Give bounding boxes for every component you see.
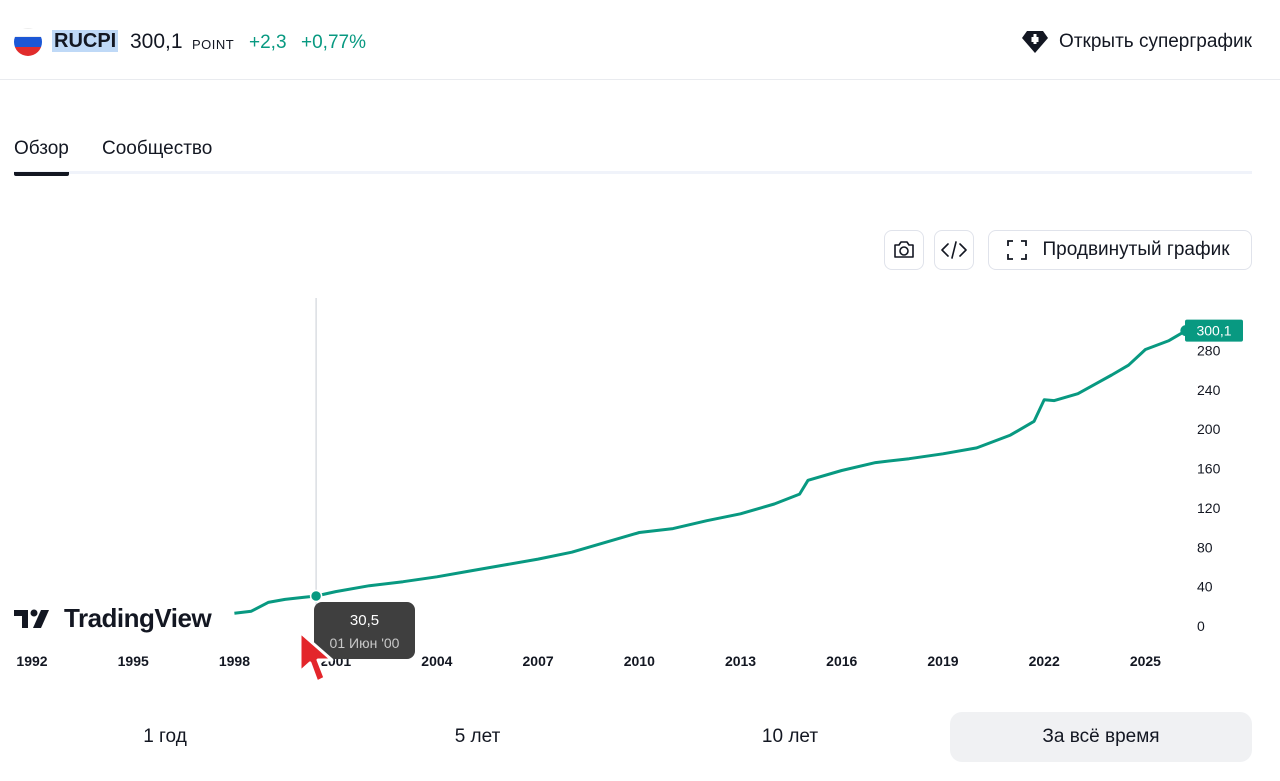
tradingview-logo: TradingView: [14, 602, 212, 633]
y-tick-label: 80: [1197, 539, 1213, 555]
last-price: 300,1: [130, 30, 183, 53]
x-tick-label: 1998: [219, 653, 250, 669]
x-tick-label: 2010: [624, 653, 655, 669]
superchart-icon: [1022, 31, 1049, 53]
series-line: [234, 329, 1187, 615]
price-change-percent: +0,77%: [301, 32, 366, 53]
tab-overview[interactable]: Обзор: [14, 138, 69, 176]
tradingview-logo-icon: [14, 609, 49, 628]
x-tick-label: 2007: [523, 653, 554, 669]
tooltip-value: 30,5: [349, 612, 380, 629]
fullscreen-icon: [1007, 240, 1028, 260]
x-tick-label: 2004: [421, 653, 452, 669]
y-tick-label: 160: [1197, 461, 1221, 477]
y-tick-label: 40: [1197, 579, 1213, 595]
mouse-pointer-icon: [298, 630, 334, 684]
open-superchart-label: Открыть суперграфик: [1059, 31, 1252, 52]
tab-bar: Обзор Сообщество: [14, 138, 1252, 176]
screenshot-button[interactable]: [884, 230, 924, 270]
symbol-header: RUCPI 300,1 POINT +2,3 +0,77% Открыть су…: [0, 0, 1280, 80]
advanced-chart-label: Продвинутый график: [1042, 239, 1230, 260]
last-value-label: 300,1: [1196, 323, 1231, 339]
range-10y-button[interactable]: 10 лет: [761, 726, 819, 747]
y-tick-label: 240: [1197, 382, 1221, 398]
russia-flag-icon: [14, 28, 42, 56]
crosshair-tooltip: 30,5 01 Июн '00: [314, 602, 415, 659]
y-tick-label: 200: [1197, 421, 1221, 437]
y-tick-label: 280: [1197, 342, 1221, 358]
x-tick-label: 2022: [1029, 653, 1060, 669]
tooltip-date: 01 Июн '00: [329, 635, 400, 651]
x-tick-label: 2025: [1130, 653, 1161, 669]
x-tick-label: 2013: [725, 653, 756, 669]
embed-button[interactable]: [934, 230, 974, 270]
price-chart[interactable]: 0 40 80 120 160 200 240 280 300,1 1992 1995 1998 200…: [0, 290, 1280, 680]
crosshair-point: [309, 589, 323, 603]
range-5y-button[interactable]: 5 лет: [454, 726, 501, 747]
camera-icon: [894, 241, 914, 258]
tradingview-logo-text: TradingView: [64, 602, 212, 633]
x-tick-label: 2016: [826, 653, 857, 669]
x-tick-label: 2019: [927, 653, 958, 669]
last-value-badge: [1185, 319, 1243, 342]
tab-community[interactable]: Сообщество: [102, 138, 213, 159]
open-superchart-button[interactable]: Открыть суперграфик: [1021, 28, 1252, 56]
range-all-time-button[interactable]: За всё время: [950, 712, 1252, 762]
code-icon: [941, 241, 967, 259]
y-tick-label: 0: [1197, 618, 1205, 634]
price-change: +2,3: [249, 32, 287, 53]
symbol-ticker[interactable]: RUCPI: [52, 30, 119, 52]
x-tick-label: 1995: [118, 653, 149, 669]
x-tick-label: 1992: [16, 653, 47, 669]
range-1y-button[interactable]: 1 год: [143, 726, 187, 747]
price-unit: POINT: [192, 37, 235, 52]
y-tick-label: 120: [1197, 500, 1221, 516]
advanced-chart-button[interactable]: Продвинутый график: [988, 230, 1252, 270]
